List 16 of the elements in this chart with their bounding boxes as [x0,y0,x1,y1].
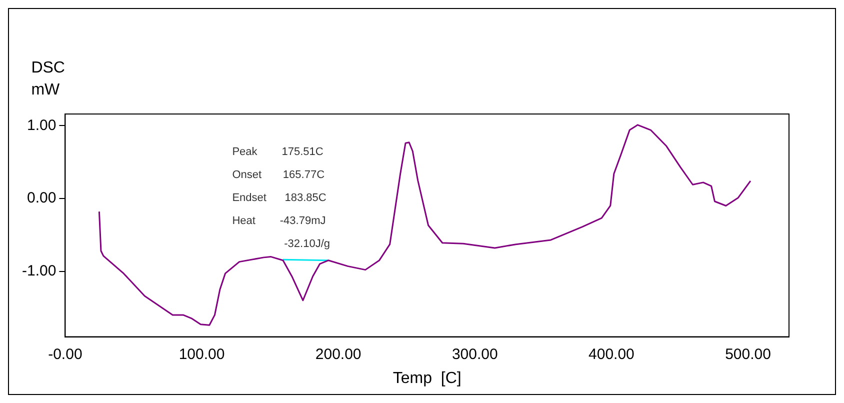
x-tick-label: 100.00 [178,346,225,363]
annotation: Onset 165.77C [232,169,325,182]
x-tick-label: 400.00 [588,346,634,363]
y-tick-label: 1.00 [26,116,56,134]
y-axis-title: DSC mW [31,59,65,98]
x-tick-label: 300.00 [452,346,498,363]
annotation: Peak 175.51C [232,146,324,158]
annotation: Endset 183.85C [232,192,326,204]
x-tick-label: 200.00 [315,346,362,363]
annotation: Heat -43.79mJ [232,215,326,228]
y-tick-label: -1.00 [22,262,56,280]
x-tick-label: 500.00 [725,346,771,363]
annotation: -32.10J/g [232,238,330,250]
x-axis-title: Temp [C] [392,370,462,387]
x-tick-label: -0.00 [48,346,82,363]
y-tick-label: 0.00 [26,190,56,207]
